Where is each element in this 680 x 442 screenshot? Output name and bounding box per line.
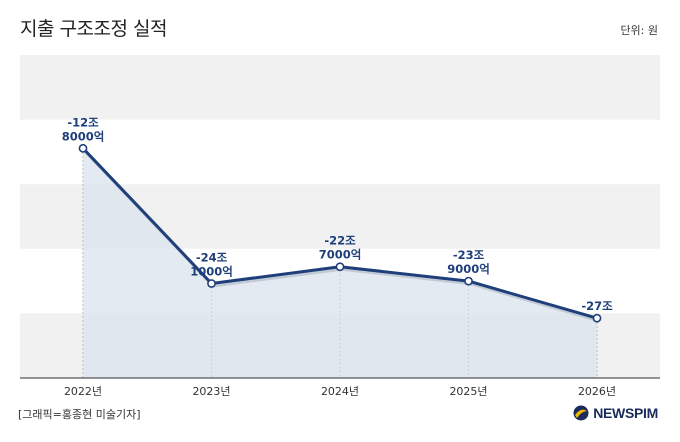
unit-label: 단위: 원 <box>620 24 658 37</box>
data-label: 9000억 <box>447 262 490 276</box>
x-tick-label: 2026년 <box>578 385 616 398</box>
area-fill <box>83 148 597 378</box>
x-tick-label: 2022년 <box>64 385 102 398</box>
data-label: -24조 <box>196 250 228 264</box>
newspim-logo-text: NEWSPIM <box>593 405 658 421</box>
data-point <box>207 279 216 288</box>
data-points <box>78 143 602 323</box>
data-point <box>592 313 602 323</box>
x-tick-label: 2023년 <box>192 385 230 398</box>
data-point <box>78 143 88 153</box>
data-point <box>464 276 473 286</box>
data-label: 1000억 <box>190 264 233 278</box>
background-band <box>20 55 660 120</box>
data-label: -12조 <box>67 115 99 129</box>
data-label: -27조 <box>581 299 613 313</box>
data-label: 7000억 <box>319 248 362 262</box>
newspim-logo-icon <box>573 405 589 421</box>
chart-title: 지출 구조조정 실적 <box>20 18 167 40</box>
data-label: 8000억 <box>62 129 105 143</box>
x-tick-labels: 2022년 2023년 2024년 2025년 2026년 <box>64 385 616 398</box>
newspim-logo: NEWSPIM <box>573 405 658 421</box>
graphic-credit: [그래픽=홍종현 미술기자] <box>18 408 141 421</box>
data-label: -22조 <box>324 234 356 248</box>
data-point <box>335 262 345 272</box>
data-label: -23조 <box>453 248 485 262</box>
x-tick-label: 2024년 <box>321 385 359 398</box>
x-tick-label: 2025년 <box>449 385 487 398</box>
